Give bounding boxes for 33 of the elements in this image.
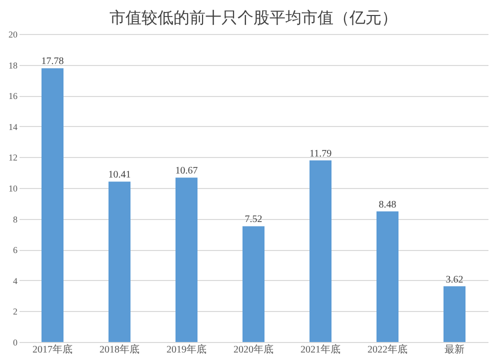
bar bbox=[176, 178, 198, 342]
data-label: 3.62 bbox=[446, 274, 464, 286]
bar bbox=[42, 68, 64, 342]
y-tick-label: 14 bbox=[8, 122, 18, 132]
y-tick-label: 12 bbox=[8, 152, 18, 163]
x-tick-label: 2017年底 bbox=[32, 344, 72, 356]
y-tick-label: 10 bbox=[8, 184, 18, 194]
bar bbox=[444, 286, 466, 342]
x-tick-label: 2019年底 bbox=[166, 344, 206, 356]
x-tick-label: 2018年底 bbox=[100, 344, 140, 356]
chart-title: 市值较低的前十只个股平均市值（亿元） bbox=[110, 9, 398, 27]
data-label: 7.52 bbox=[244, 214, 262, 226]
data-label: 10.41 bbox=[108, 170, 131, 181]
x-tick-label: 2020年底 bbox=[234, 344, 274, 356]
bar bbox=[242, 226, 264, 342]
bar bbox=[376, 211, 398, 342]
bar bbox=[108, 182, 130, 342]
y-tick-label: 16 bbox=[8, 91, 18, 102]
data-label: 11.79 bbox=[309, 148, 332, 160]
x-tick-label: 2021年底 bbox=[300, 344, 340, 356]
data-label: 17.78 bbox=[41, 56, 64, 68]
y-tick-label: 2 bbox=[13, 306, 18, 317]
y-tick-label: 20 bbox=[8, 30, 18, 40]
y-tick-label: 18 bbox=[8, 60, 18, 70]
data-label: 8.48 bbox=[378, 199, 396, 210]
y-tick-label: 6 bbox=[13, 245, 18, 256]
data-label: 10.67 bbox=[175, 166, 198, 177]
x-tick-label: 最新 bbox=[444, 344, 464, 356]
y-tick-label: 0 bbox=[13, 338, 18, 348]
bar bbox=[310, 160, 332, 342]
y-tick-label: 8 bbox=[13, 214, 18, 224]
x-tick-label: 2022年底 bbox=[368, 344, 408, 356]
y-tick-label: 4 bbox=[13, 276, 18, 286]
